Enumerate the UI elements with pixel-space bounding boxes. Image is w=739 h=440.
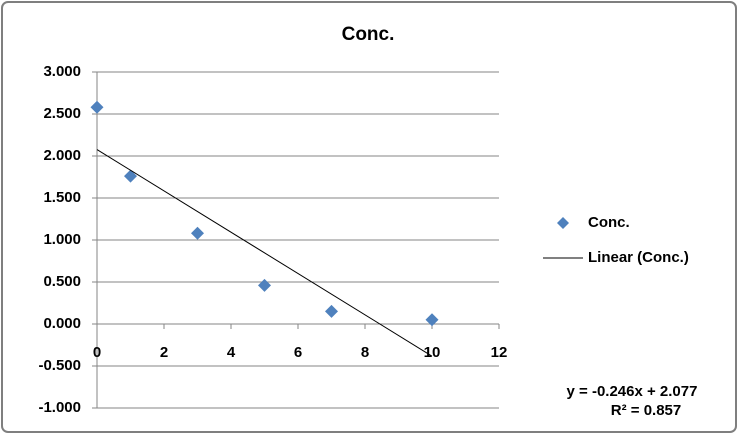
legend-label: Linear (Conc.) (588, 249, 689, 266)
y-tick-label: 2.000 (43, 147, 81, 164)
data-point (191, 226, 204, 240)
data-point (325, 304, 338, 318)
y-tick-label: -1.000 (38, 399, 81, 416)
data-point (425, 313, 439, 327)
chart-title: Conc. (342, 24, 395, 45)
y-tick-label: 1.500 (43, 189, 81, 206)
x-tick-label: 0 (93, 344, 101, 361)
x-tick-label: 12 (491, 344, 508, 361)
trendline (96, 149, 433, 357)
data-point (258, 278, 271, 292)
y-tick-label: -0.500 (38, 357, 81, 374)
y-tick-label: 0.500 (43, 273, 81, 290)
trendline-equation: y = -0.246x + 2.077 (567, 383, 698, 400)
data-point (90, 100, 104, 114)
x-tick-label: 2 (160, 344, 168, 361)
y-tick-label: 0.000 (43, 315, 81, 332)
x-tick-label: 6 (294, 344, 302, 361)
x-tick-label: 4 (227, 344, 236, 361)
legend-marker (557, 217, 569, 229)
trendline-r2: R² = 0.857 (611, 402, 681, 419)
y-tick-label: 1.000 (43, 231, 81, 248)
data-point (124, 169, 137, 183)
x-tick-label: 10 (424, 344, 441, 361)
y-tick-label: 3.000 (43, 63, 81, 80)
y-tick-label: 2.500 (43, 105, 81, 122)
legend-label: Conc. (588, 214, 630, 231)
x-tick-label: 8 (361, 344, 369, 361)
